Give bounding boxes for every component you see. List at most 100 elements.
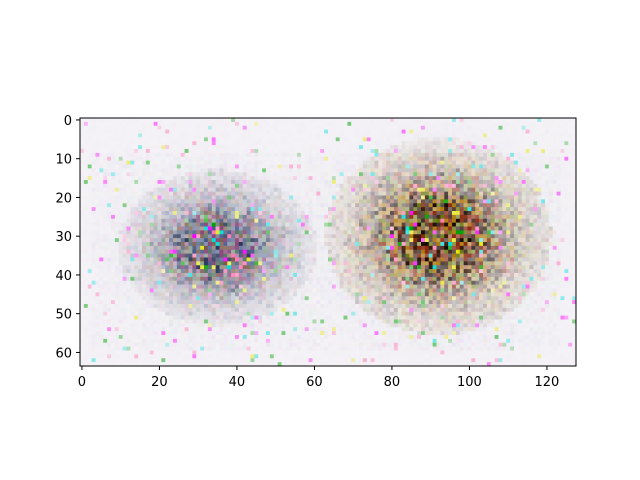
image-pixel <box>537 180 542 185</box>
image-pixel <box>374 226 379 231</box>
image-pixel <box>328 129 333 134</box>
image-pixel <box>413 222 418 227</box>
image-pixel <box>444 137 449 142</box>
image-pixel <box>118 253 123 258</box>
image-pixel <box>343 156 348 161</box>
image-pixel <box>572 214 577 220</box>
image-pixel <box>529 238 534 243</box>
image-pixel <box>173 183 178 189</box>
image-pixel <box>161 160 166 165</box>
image-pixel <box>502 245 507 251</box>
image-pixel <box>200 238 205 243</box>
image-pixel <box>374 121 379 127</box>
image-pixel <box>196 125 201 130</box>
image-pixel <box>424 222 430 227</box>
image-pixel <box>541 141 546 146</box>
image-pixel <box>556 214 561 220</box>
image-pixel <box>273 129 278 134</box>
image-pixel <box>173 234 178 239</box>
image-pixel <box>455 218 461 223</box>
image-pixel <box>293 121 298 127</box>
image-pixel <box>355 242 360 247</box>
image-pixel <box>293 249 298 254</box>
image-pixel <box>390 234 395 239</box>
image-pixel <box>300 137 306 142</box>
image-pixel <box>347 172 352 177</box>
image-pixel <box>207 172 213 177</box>
image-pixel <box>421 172 426 177</box>
image-pixel <box>297 257 302 262</box>
image-pixel <box>114 172 120 177</box>
image-pixel <box>541 207 546 212</box>
image-pixel <box>417 265 422 270</box>
image-pixel <box>339 129 344 134</box>
image-pixel <box>471 152 476 158</box>
image-pixel <box>335 176 340 181</box>
image-pixel <box>413 207 418 212</box>
image-pixel <box>157 207 162 212</box>
image-pixel <box>235 168 240 173</box>
image-pixel <box>297 152 302 158</box>
image-pixel <box>246 222 251 227</box>
image-pixel <box>483 214 488 220</box>
image-pixel <box>87 214 92 220</box>
image-pixel <box>153 265 158 270</box>
image-pixel <box>138 152 143 158</box>
image-pixel <box>126 156 131 161</box>
image-pixel <box>269 164 275 169</box>
image-pixel <box>99 211 104 216</box>
image-pixel <box>545 253 550 258</box>
image-pixel <box>118 160 123 165</box>
image-pixel <box>506 156 511 161</box>
image-pixel <box>541 152 546 158</box>
image-pixel <box>173 164 178 169</box>
image-pixel <box>130 207 135 212</box>
image-pixel <box>533 176 538 181</box>
image-pixel <box>153 207 158 212</box>
image-pixel <box>269 187 275 192</box>
image-pixel <box>351 168 356 173</box>
image-pixel <box>80 121 85 127</box>
image-pixel <box>390 226 395 231</box>
image-pixel <box>297 187 302 192</box>
image-pixel <box>111 172 116 177</box>
image-pixel <box>118 121 123 127</box>
image-pixel <box>304 238 309 243</box>
image-pixel <box>525 152 530 158</box>
image-pixel <box>483 129 488 134</box>
image-pixel <box>231 242 236 247</box>
image-pixel <box>277 125 282 130</box>
image-pixel <box>390 168 395 173</box>
image-pixel <box>142 125 147 130</box>
image-pixel <box>475 253 480 258</box>
image-pixel <box>196 249 201 254</box>
image-pixel <box>479 137 484 142</box>
image-pixel <box>448 230 453 235</box>
image-pixel <box>277 234 282 239</box>
image-pixel <box>490 207 495 212</box>
image-pixel <box>281 195 286 200</box>
image-pixel <box>231 245 236 251</box>
image-pixel <box>556 141 561 146</box>
image-pixel <box>510 234 515 239</box>
image-pixel <box>370 183 375 189</box>
image-pixel <box>421 214 426 220</box>
image-pixel <box>548 172 554 177</box>
image-pixel <box>153 199 158 204</box>
image-pixel <box>145 257 151 262</box>
image-pixel <box>281 156 286 161</box>
image-pixel <box>80 141 85 146</box>
image-pixel <box>455 226 461 231</box>
image-pixel <box>316 265 321 270</box>
image-pixel <box>157 133 162 138</box>
image-pixel <box>560 199 565 204</box>
image-pixel <box>134 230 139 235</box>
image-pixel <box>219 242 224 247</box>
image-pixel <box>409 245 414 251</box>
image-pixel <box>254 203 259 208</box>
image-pixel <box>459 191 464 196</box>
image-pixel <box>91 203 96 208</box>
image-pixel <box>517 152 523 158</box>
image-pixel <box>502 222 507 227</box>
image-pixel <box>510 199 515 204</box>
